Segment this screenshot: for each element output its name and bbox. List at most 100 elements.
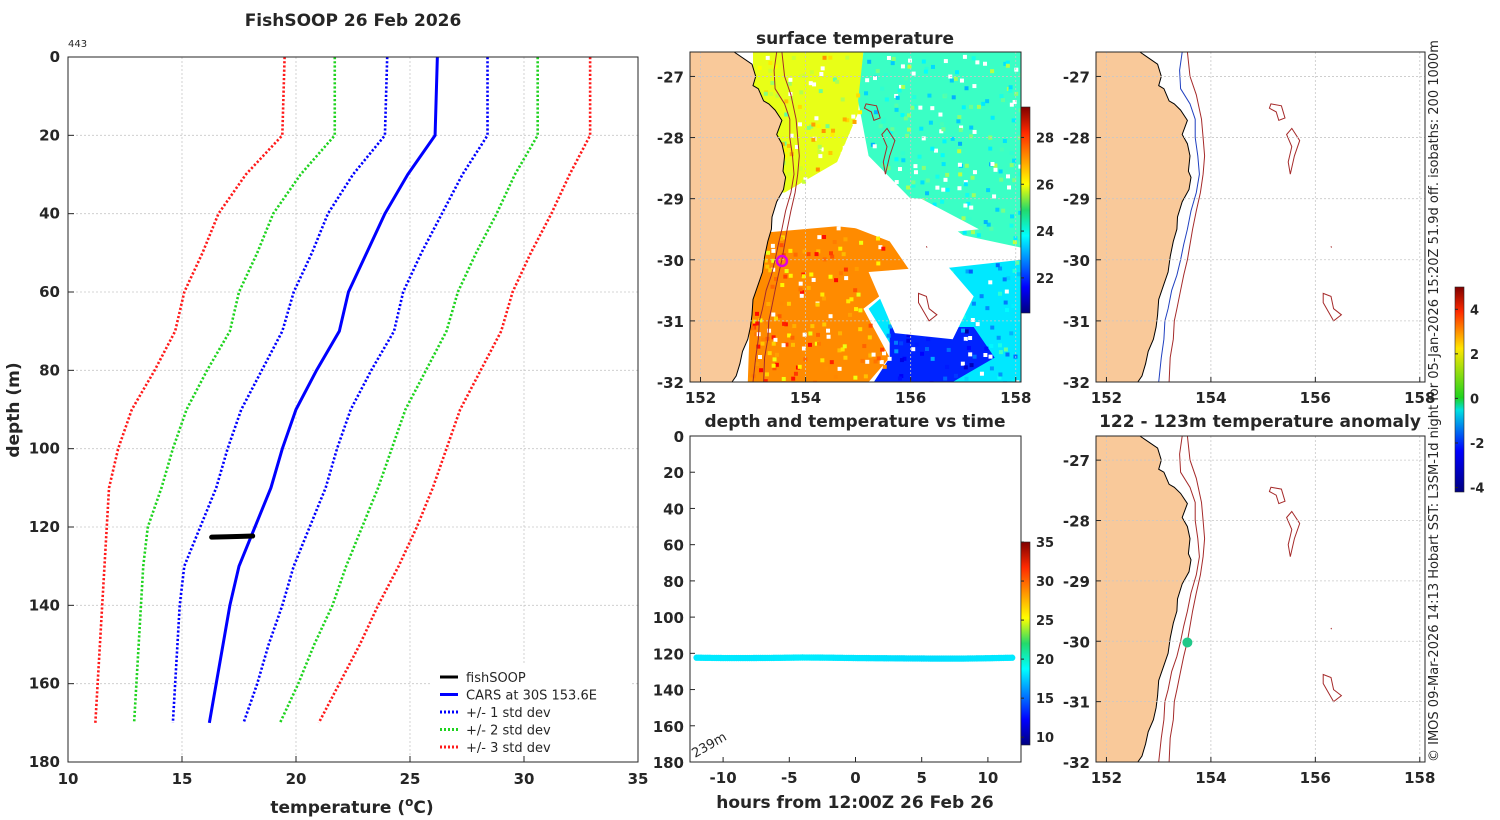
colorbar-tick-label: 15 (1036, 692, 1054, 707)
land-mass (1096, 436, 1192, 762)
seamount-contour (918, 292, 938, 322)
lon-tick-label: 158 (1000, 389, 1031, 407)
sst-pixel (945, 187, 950, 192)
sst-pixel (953, 76, 958, 81)
sst-pixel (942, 139, 947, 144)
colorbar-tick-label: 24 (1036, 225, 1054, 240)
sst-pixel (792, 324, 797, 329)
sst-pixel (1009, 102, 1014, 107)
sst-pixel (765, 55, 770, 60)
sst-pixel (1014, 91, 1019, 96)
sst-pixel (943, 376, 948, 381)
sst-pixel (939, 129, 944, 134)
sst-pixel (985, 99, 990, 104)
colorbar-tick-label: 2 (1470, 348, 1479, 363)
sst-pixel (867, 59, 872, 64)
sst-pixel (958, 141, 963, 146)
sst-pixel (832, 240, 837, 245)
series--1-std (171, 56, 389, 723)
profile-ylabel: depth (m) (4, 362, 24, 457)
sst-pixel (835, 79, 840, 84)
sst-pixel (930, 106, 935, 111)
sst-pixel (818, 154, 823, 159)
sst-pixel (828, 274, 833, 279)
sst-pixel (838, 331, 843, 336)
sst-pixel (943, 59, 948, 64)
copyright-note: © IMOS 09-Mar-2026 14:13 Hobart SST: L3S… (1427, 40, 1442, 762)
x-tick-label: -10 (710, 769, 737, 787)
sst-pixel (807, 342, 812, 347)
y-tick-label: 120 (653, 645, 684, 663)
sst-pixel (968, 352, 973, 357)
sst-pixel (811, 137, 816, 142)
y-tick-label: 180 (653, 754, 684, 772)
sst-pixel (761, 337, 766, 342)
sst-pixel (990, 115, 995, 120)
sst-pixel (755, 362, 760, 367)
sst-pixel (843, 237, 848, 242)
y-tick-label: 140 (653, 682, 684, 700)
sst-pixel (773, 316, 778, 321)
sst-pixel (838, 271, 843, 276)
sst-pixel (906, 333, 911, 338)
seamount-contour (1330, 627, 1332, 630)
sst-pixel (963, 180, 968, 185)
lat-tick-label: -28 (1063, 130, 1090, 148)
sst-pixel (845, 118, 850, 123)
sst-pixel (865, 359, 870, 364)
sst-pixel (754, 332, 759, 337)
sst-pixel (1001, 208, 1006, 213)
sst-pixel (856, 292, 861, 297)
sst-pixel (961, 328, 966, 333)
sst-pixel (999, 94, 1004, 99)
sst-pixel (926, 337, 931, 342)
sst-pixel (784, 342, 789, 347)
sst-pixel (1003, 61, 1008, 66)
sst-pixel (899, 358, 904, 363)
sst-pixel (797, 364, 802, 369)
sst-pixel (907, 127, 912, 132)
sst-pixel (968, 269, 973, 274)
seamount-contour (1330, 246, 1332, 248)
y-tick-label: 80 (663, 573, 684, 591)
sst-pixel (990, 161, 995, 166)
lon-tick-label: 152 (1091, 769, 1122, 787)
sst-pixel (845, 55, 850, 60)
sst-pixel (949, 78, 954, 83)
sst-pixel (767, 328, 772, 333)
sst-pixel (1015, 260, 1020, 265)
sst-pixel (755, 321, 760, 326)
sst-pixel (968, 104, 973, 109)
sst-pixel (801, 346, 806, 351)
sst-pixel (834, 278, 839, 283)
profile-plot-area (68, 57, 638, 762)
sst-pixel (875, 69, 880, 74)
sst-pixel (913, 164, 918, 169)
sst-pixel (784, 268, 789, 273)
sst-pixel (941, 127, 946, 132)
sst-pixel (929, 380, 934, 382)
sst-pixel (1009, 331, 1014, 336)
sst-pixel (995, 263, 1000, 268)
sst-pixel (938, 112, 943, 117)
sst-pixel (1014, 67, 1019, 72)
isobath-200m (1158, 436, 1200, 762)
sst-pixel (894, 349, 899, 354)
sst-pixel (771, 341, 776, 346)
anomaly-axes-box (1095, 435, 1426, 763)
sst-pixel (862, 344, 867, 349)
sst-pixel (784, 99, 789, 104)
sst-pixel (843, 355, 848, 360)
lat-tick-label: -29 (1063, 191, 1090, 209)
sst-pixel (830, 132, 835, 137)
sst-pixel (1005, 352, 1010, 357)
sst-pixel (830, 254, 835, 259)
sst-pixel (817, 144, 822, 149)
isobath-200m (752, 52, 795, 382)
sst-pixel (878, 245, 883, 250)
sst-pixel (802, 249, 807, 254)
isobath-map: 152 154 156 158 -27 -28 -29 -30 -31 -32 (1063, 51, 1435, 407)
time-colorbar (1020, 541, 1031, 746)
sst-pixel (939, 122, 944, 127)
vessel-position-marker (775, 254, 789, 268)
